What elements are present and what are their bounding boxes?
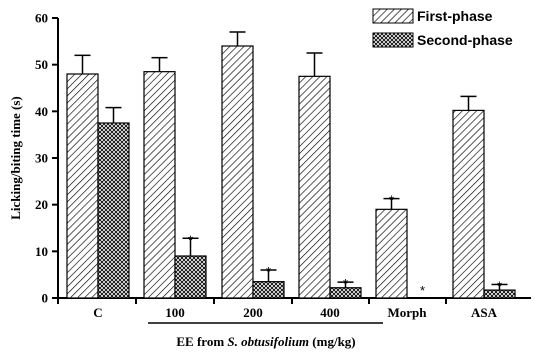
category-labels: C 100 200 400 Morph ASA [93, 305, 497, 320]
y-ticks: 0 10 20 30 40 50 60 [35, 11, 58, 306]
bar-second-phase-c [97, 122, 130, 299]
bar-first-phase-400 [298, 75, 331, 299]
category-separators [57, 298, 447, 304]
category-label-asa: ASA [471, 305, 498, 320]
bar-first-phase-asa [452, 109, 485, 299]
legend-label-first-phase: First-phase [417, 8, 493, 24]
category-label-100: 100 [165, 305, 185, 320]
bar-second-phase-100 [174, 255, 207, 299]
y-tick-label: 60 [35, 11, 48, 26]
significance-marker-second-phase-400: * [343, 276, 348, 291]
legend-item-first-phase: First-phase [372, 8, 493, 24]
bars: * * * * * * [66, 31, 516, 299]
x-axis-title: EE from S. obtusifolium (mg/kg) [176, 334, 355, 349]
bar-second-phase-200 [252, 281, 285, 299]
y-tick-label: 0 [42, 291, 49, 306]
category-label-200: 200 [243, 305, 263, 320]
bar-first-phase-200 [221, 45, 254, 299]
y-tick-label: 10 [35, 244, 48, 259]
significance-marker-second-phase-200: * [266, 264, 271, 279]
legend-swatch-second-phase [372, 32, 414, 48]
legend-swatch-first-phase [372, 8, 414, 24]
bar-first-phase-100 [143, 71, 176, 299]
y-tick-label: 50 [35, 57, 48, 72]
category-label-c: C [93, 305, 102, 320]
legend-item-second-phase: Second-phase [372, 32, 513, 48]
legend-label-second-phase: Second-phase [417, 32, 513, 48]
y-tick-label: 20 [35, 197, 48, 212]
y-tick-label: 40 [35, 104, 48, 119]
bar-first-phase-c [66, 73, 99, 299]
significance-marker-first-phase-morph: * [389, 193, 394, 208]
category-label-400: 400 [320, 305, 340, 320]
category-label-morph: Morph [388, 305, 428, 320]
significance-marker-second-phase-asa: * [497, 278, 502, 293]
bar-first-phase-morph [375, 208, 408, 299]
significance-marker-second-phase-morph: * [420, 283, 425, 298]
legend: First-phase Second-phase [372, 8, 513, 48]
y-axis-title: Licking/biting time (s) [8, 96, 23, 220]
significance-marker-second-phase-100: * [188, 232, 193, 247]
y-tick-label: 30 [35, 151, 48, 166]
